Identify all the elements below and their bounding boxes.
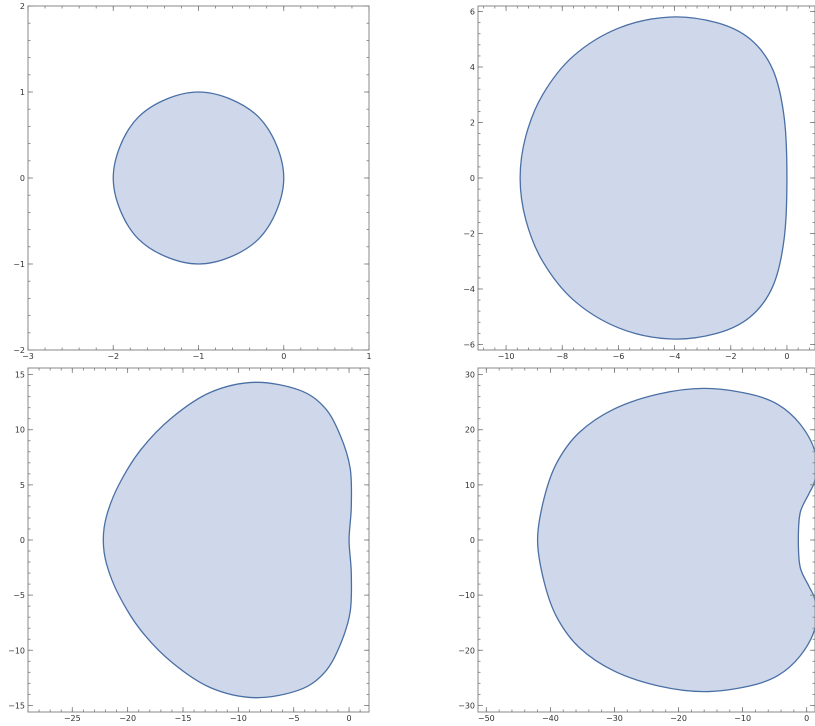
y-tick-label-4-6: 30 <box>465 371 475 380</box>
y-tick-label-3-2: −5 <box>13 591 25 600</box>
stability-region-4 <box>536 387 815 693</box>
x-tick-label-4-4: −10 <box>734 714 751 723</box>
x-tick-label-4-2: −30 <box>606 714 623 723</box>
y-tick-label-3-3: 0 <box>20 536 25 545</box>
x-tick-label-2-1: −8 <box>556 352 568 361</box>
plot-panel-2: −10 −8 −6 −4 −2 0 −6 −4 −2 0 2 4 6 <box>463 5 815 361</box>
y-tick-label-1-3: 1 <box>20 88 25 97</box>
x-tick-label-1-2: −1 <box>193 352 205 361</box>
x-tick-label-4-0: −50 <box>478 714 495 723</box>
x-tick-label-4-3: −20 <box>670 714 687 723</box>
y-tick-label-2-2: −2 <box>463 229 475 238</box>
x-tick-label-3-0: −25 <box>64 714 81 723</box>
y-tick-label-2-6: 6 <box>470 8 475 17</box>
x-tick-label-1-4: 1 <box>366 352 371 361</box>
x-tick-label-2-3: −4 <box>669 352 681 361</box>
y-tick-label-4-3: 0 <box>470 536 475 545</box>
x-tick-label-2-0: −10 <box>498 352 515 361</box>
x-tick-label-4-5: 0 <box>804 714 809 723</box>
x-tick-label-3-4: −5 <box>288 714 300 723</box>
x-tick-label-4-1: −40 <box>542 714 559 723</box>
x-tick-label-2-4: −2 <box>725 352 737 361</box>
y-tick-label-2-3: 0 <box>470 174 475 183</box>
x-tick-label-3-1: −20 <box>119 714 136 723</box>
y-tick-label-2-1: −4 <box>463 285 475 294</box>
x-tick-label-3-3: −10 <box>230 714 247 723</box>
y-tick-label-3-5: 10 <box>15 426 25 435</box>
y-tick-label-1-1: −1 <box>13 260 25 269</box>
y-tick-label-3-0: −15 <box>8 701 25 710</box>
plot-panel-3: −25 −20 −15 −10 −5 0 −15 −10 −5 0 5 10 15 <box>8 367 370 723</box>
x-tick-label-1-1: −2 <box>107 352 119 361</box>
y-tick-label-3-1: −10 <box>8 646 25 655</box>
stability-region-3 <box>102 381 353 699</box>
plot-panel-4: −50 −40 −30 −20 −10 0 −30 −20 −10 0 10 20 30 <box>458 367 815 723</box>
y-tick-label-3-6: 15 <box>15 371 25 380</box>
x-tick-label-2-5: 0 <box>784 352 789 361</box>
x-tick-label-3-5: 0 <box>347 714 352 723</box>
stability-region-1 <box>112 91 285 265</box>
y-tick-label-4-2: −10 <box>458 591 475 600</box>
y-tick-label-1-0: −2 <box>13 346 25 355</box>
stability-region-2 <box>519 16 788 340</box>
y-tick-label-2-0: −6 <box>463 340 475 349</box>
y-tick-label-4-4: 10 <box>465 481 475 490</box>
x-tick-label-1-0: −3 <box>22 352 34 361</box>
x-tick-label-3-2: −15 <box>175 714 192 723</box>
y-tick-label-1-2: 0 <box>20 174 25 183</box>
y-tick-label-3-4: 5 <box>20 481 25 490</box>
x-tick-label-1-3: 0 <box>281 352 286 361</box>
y-tick-label-1-4: 2 <box>20 2 25 11</box>
y-tick-label-4-0: −30 <box>458 701 475 710</box>
y-tick-label-4-1: −20 <box>458 646 475 655</box>
y-tick-label-2-4: 2 <box>470 119 475 128</box>
y-tick-label-4-5: 20 <box>465 426 475 435</box>
y-tick-label-2-5: 4 <box>470 63 475 72</box>
x-tick-label-2-2: −6 <box>613 352 625 361</box>
